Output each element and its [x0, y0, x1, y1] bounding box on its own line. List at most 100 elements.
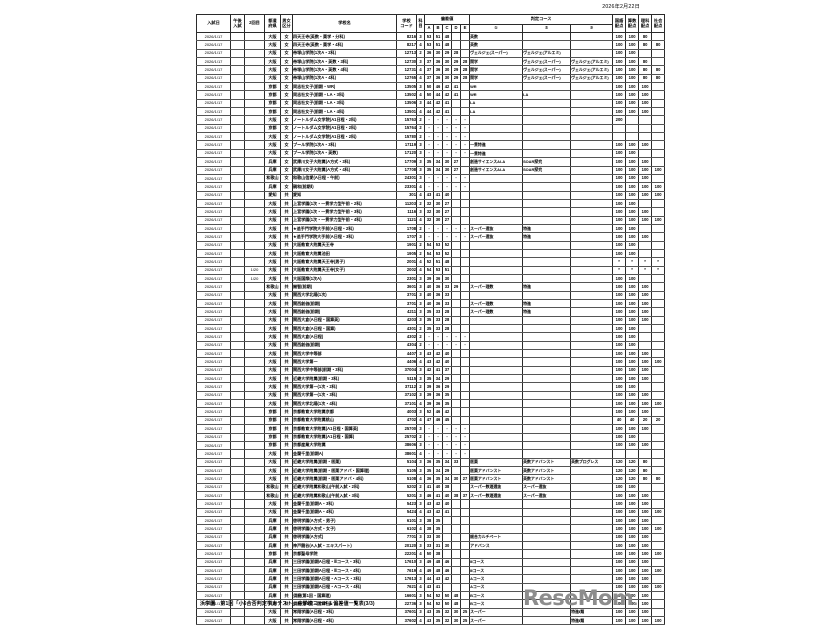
row-dev-b: 33 — [433, 324, 443, 334]
row-math-points: 100 — [625, 240, 640, 250]
row-science-points: 100 — [638, 440, 653, 451]
row-dev-b: 35 — [433, 474, 443, 484]
row-second-round — [244, 165, 265, 175]
row-dev-a: 32 — [424, 207, 434, 217]
row-course-2 — [522, 415, 572, 426]
row-social-points — [651, 132, 666, 142]
row-course-3 — [570, 48, 614, 59]
row-course-3 — [570, 390, 614, 401]
row-school-name: 関西大学北陽(1次) — [292, 290, 397, 301]
row-dev-e: - — [459, 182, 471, 192]
row-dev-a: 38 — [424, 524, 434, 534]
row-exam-date: 2026/1/17 — [196, 265, 231, 275]
row-dev-b: - — [433, 340, 443, 351]
row-course-1 — [469, 215, 524, 225]
row-dev-a: 37 — [424, 57, 434, 67]
row-afternoon-exam — [230, 198, 245, 209]
row-exam-date: 2026/1/17 — [196, 31, 231, 42]
row-dev-d — [451, 507, 461, 517]
row-dev-a: - — [424, 232, 434, 242]
row-dev-e — [459, 557, 471, 568]
row-math-points — [625, 449, 640, 459]
row-math-points: 100 — [625, 282, 640, 292]
row-course-2: 英数アドバンスト — [522, 465, 572, 476]
row-course-3 — [570, 315, 614, 326]
row-dev-b: 40 — [433, 482, 443, 492]
row-dev-b: 36 — [433, 390, 443, 401]
table-row: 2026/1/17 大阪共関西創価(前期) 3701 3 40 36 33 スーパー理数 特進 1… — [196, 298, 666, 309]
row-dev-b: 51 — [433, 31, 443, 42]
row-dev-a: 41 — [424, 482, 434, 492]
row-science-points: 100 — [638, 165, 653, 175]
table-row: 2026/1/17 大阪共 ★追手門学院大手前(A日程・3科) 1707 3- - - - - ス… — [196, 232, 666, 242]
row-dev-c: - — [442, 173, 452, 184]
row-prefecture: 兵庫 — [264, 515, 281, 526]
row-course-2 — [522, 432, 572, 442]
row-second-round — [244, 332, 265, 342]
row-social-points — [651, 290, 666, 301]
row-dev-c: 52 — [442, 248, 452, 259]
row-second-round — [244, 307, 265, 317]
row-exam-date: 2026/1/17 — [196, 115, 231, 125]
row-japanese-points: 100 — [612, 532, 627, 542]
row-course-1: スーパー理数 — [469, 298, 524, 309]
row-social-points — [651, 449, 666, 459]
row-exam-date: 2026/1/17 — [196, 48, 231, 59]
table-row: 2026/1/17 大阪女ノートルダム女学院(A1日程・2科) 15763 2- - - -… — [196, 115, 666, 125]
row-subjects: 4 — [416, 474, 425, 484]
row-dev-a: 50 — [424, 90, 434, 100]
row-social-points — [651, 440, 666, 451]
row-science-points: 80 — [638, 31, 653, 42]
row-japanese-points: 100 — [612, 440, 627, 451]
row-dev-c: 46 — [442, 557, 452, 568]
row-second-round — [244, 390, 265, 401]
row-prefecture: 大阪 — [264, 198, 281, 209]
row-course-2 — [522, 115, 572, 125]
row-school-code: 5423 — [396, 499, 417, 509]
row-dev-d — [451, 215, 461, 225]
row-dev-a: 54 — [424, 265, 434, 275]
row-math-points: 100 — [625, 507, 640, 517]
row-math-points: 100 — [625, 90, 640, 100]
row-school-name: 帝塚山学院(1次A・2科) — [292, 48, 397, 59]
row-afternoon-exam — [230, 490, 245, 501]
row-exam-date: 2026/1/17 — [196, 507, 231, 517]
row-school-name: ノートルダム女学院(A1日程・2科) — [292, 115, 397, 125]
row-dev-b: 30 — [433, 48, 443, 59]
row-dev-e — [459, 273, 471, 284]
row-course-1 — [469, 399, 524, 409]
row-science-points: 100 — [638, 599, 653, 609]
row-dev-a: 39 — [424, 399, 434, 409]
row-science-points — [638, 248, 653, 259]
row-japanese-points: 100 — [612, 207, 627, 217]
row-dev-d — [451, 190, 461, 200]
row-japanese-points: 100 — [612, 432, 627, 442]
row-course-2 — [522, 257, 572, 267]
row-gender: 共 — [280, 432, 293, 442]
row-prefecture: 兵庫 — [264, 157, 281, 167]
row-math-points: 100 — [625, 540, 640, 551]
row-exam-date: 2026/1/17 — [196, 223, 231, 234]
row-math-points: 120 — [625, 457, 640, 467]
row-science-points — [638, 123, 653, 134]
row-afternoon-exam — [230, 98, 245, 109]
row-dev-b: 34 — [433, 165, 443, 175]
row-course-1: ヴェルジェ(スーパー) — [469, 48, 524, 59]
row-dev-d: - — [451, 232, 461, 242]
table-row: 2026/1/17 大阪共関西大学北陽(1次) 3701 3 40 36 33 100 100 1… — [196, 290, 666, 301]
row-social-points — [651, 515, 666, 526]
row-dev-c: - — [442, 123, 452, 134]
row-dev-d — [451, 240, 461, 250]
row-exam-date: 2026/1/17 — [196, 248, 231, 259]
row-subjects: 4 — [416, 40, 425, 50]
row-exam-date: 2026/1/17 — [196, 457, 231, 467]
row-second-round — [244, 157, 265, 167]
row-dev-b: 48 — [433, 565, 443, 576]
row-japanese-points: 100 — [612, 248, 627, 259]
table-row: 2026/1/17 京都共京都教育大学附属京都 4003 3 52 46 42 100 100 1… — [196, 407, 666, 417]
row-gender: 女 — [280, 132, 293, 142]
row-dev-b: 46 — [433, 415, 443, 426]
row-exam-date: 2026/1/17 — [196, 148, 231, 159]
row-course-3 — [570, 90, 614, 100]
row-japanese-points: 100 — [612, 515, 627, 526]
